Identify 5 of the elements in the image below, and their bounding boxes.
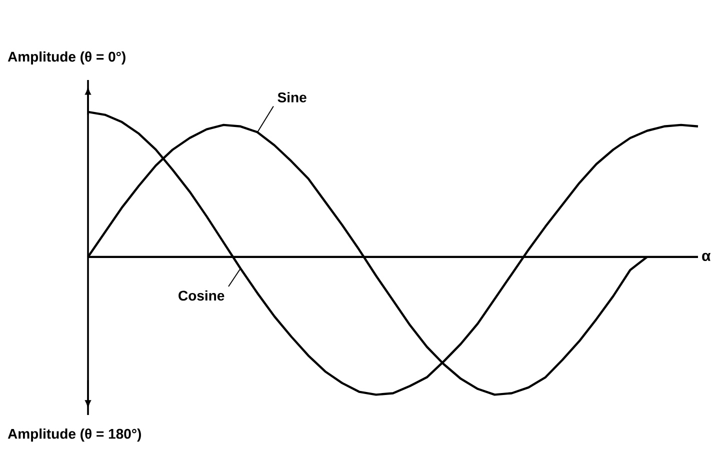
text: Amplitude (θ = 180°) xyxy=(8,428,141,442)
legend-label: Cosine xyxy=(178,290,224,301)
x-axis-title: α xyxy=(702,252,711,262)
text: Sine xyxy=(278,92,306,102)
text: Amplitude (θ = 0°) xyxy=(8,51,126,64)
